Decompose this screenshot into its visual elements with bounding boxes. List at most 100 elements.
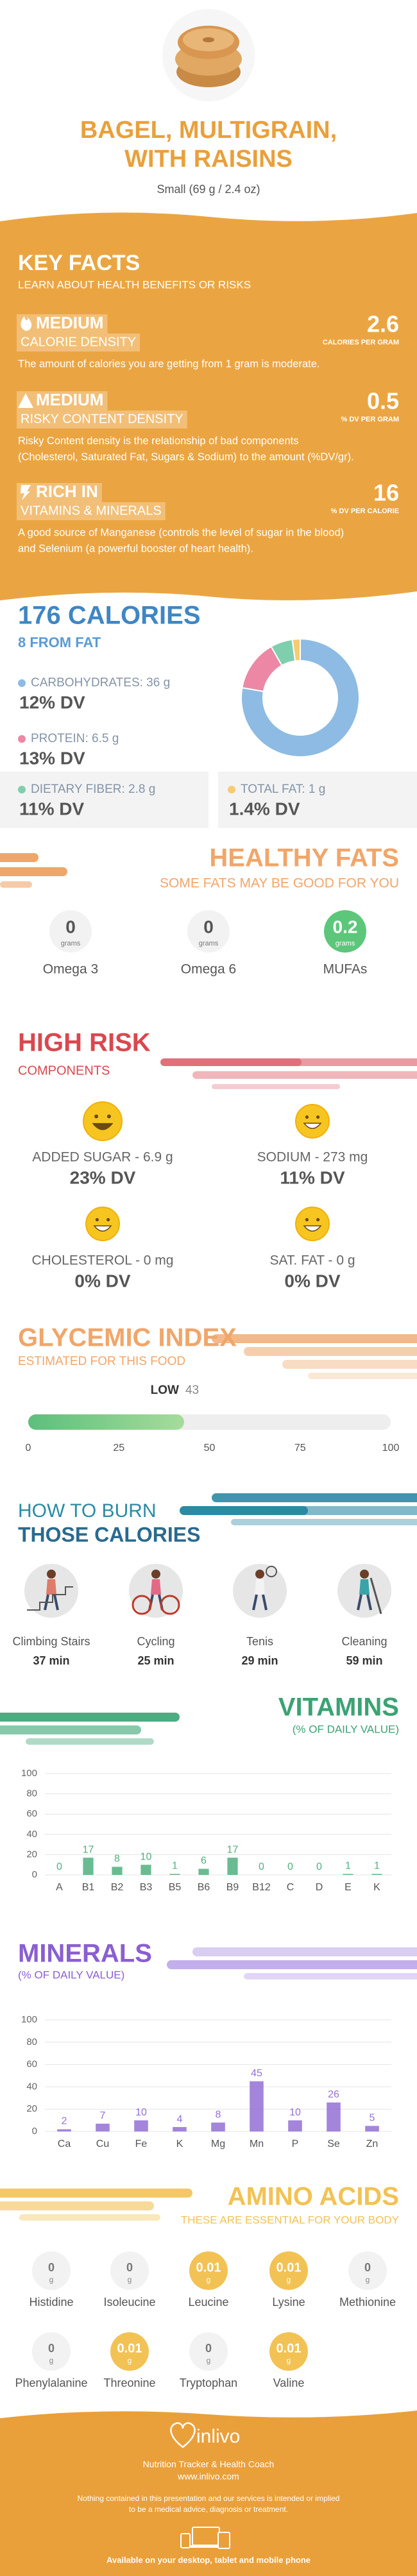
value-label: 8 <box>114 1854 120 1865</box>
decoration <box>17 334 140 352</box>
amino-unit: g <box>49 2275 54 2284</box>
value-label: 10 <box>289 2107 301 2118</box>
fat-value: 0 <box>65 917 76 936</box>
bar <box>343 1874 353 1875</box>
x-tick-label: C <box>287 1882 294 1893</box>
y-tick-label: 40 <box>26 1829 37 1840</box>
y-tick-label: 80 <box>26 1788 37 1799</box>
decoration <box>21 485 31 500</box>
decoration <box>0 853 38 862</box>
decoration <box>0 867 67 876</box>
activity-name: Climbing Stairs <box>12 1635 90 1648</box>
decoration <box>316 1217 320 1222</box>
bar <box>250 2081 264 2131</box>
amino-value: 0 <box>48 2342 55 2355</box>
section-subtitle: SOME FATS MAY BE GOOD FOR YOU <box>160 876 399 891</box>
fat-unit: grams <box>336 940 355 947</box>
risk-dv: 0% DV <box>74 1271 130 1291</box>
decoration <box>212 1493 417 1502</box>
brand: inlivo <box>196 2426 240 2447</box>
amino-value: 0 <box>126 2261 133 2274</box>
amino-circle <box>32 2332 71 2371</box>
x-tick-label: 100 <box>382 1443 400 1453</box>
decoration <box>92 1123 114 1130</box>
decoration <box>132 1595 152 1615</box>
legend-dot <box>18 679 26 687</box>
amino-unit: g <box>287 2356 291 2365</box>
decoration <box>266 1566 277 1577</box>
risk-dv: 23% DV <box>70 1167 136 1187</box>
risk-label: SAT. FAT - 0 g <box>269 1253 355 1268</box>
decoration <box>83 1101 123 1141</box>
y-tick-label: 20 <box>26 1849 37 1860</box>
decoration <box>359 1579 370 1595</box>
amino-value: 0 <box>205 2342 212 2355</box>
fact-level: RICH IN <box>36 482 98 501</box>
value-label: 17 <box>227 1844 239 1855</box>
fact-unit: CALORIES PER GRAM <box>323 339 399 346</box>
donut-segment <box>241 638 360 758</box>
section-subtitle: ESTIMATED FOR THIS FOOD <box>18 1355 185 1368</box>
decoration <box>255 1579 265 1595</box>
decoration <box>357 1594 372 1611</box>
bar <box>83 1858 94 1875</box>
bar <box>96 2123 110 2131</box>
decoration <box>17 314 108 334</box>
bar <box>112 1867 123 1875</box>
decoration <box>0 1713 180 1722</box>
decoration <box>46 1579 56 1595</box>
decoration <box>106 1217 110 1222</box>
section-subtitle: THESE ARE ESSENTIAL FOR YOUR BODY <box>181 2214 399 2226</box>
amino-unit: g <box>128 2356 132 2365</box>
disclaimer: Nothing contained in this presentation a… <box>78 2494 340 2503</box>
y-tick-label: 20 <box>26 2103 37 2114</box>
decoration <box>192 1071 417 1079</box>
decoration <box>21 316 32 331</box>
risk-label: ADDED SUGAR - 6.9 g <box>32 1150 173 1165</box>
fat-unit: grams <box>199 940 219 947</box>
fact-description: Risky Content density is the relationshi… <box>18 435 299 446</box>
amino-circle <box>110 2332 149 2371</box>
title: BAGEL, MULTIGRAIN, <box>80 117 337 144</box>
y-tick-label: 100 <box>21 2014 37 2025</box>
donut-segment <box>291 638 301 662</box>
bar <box>211 2123 225 2131</box>
fat-unit: grams <box>61 940 81 947</box>
x-tick-label: B5 <box>169 1882 182 1893</box>
activity-name: Cycling <box>137 1635 174 1648</box>
section-subtitle: (% OF DAILY VALUE) <box>293 1723 399 1735</box>
amino-unit: g <box>287 2275 291 2284</box>
x-tick-label: K <box>176 2139 183 2149</box>
amino-circle <box>189 2332 228 2371</box>
decoration <box>231 1519 417 1525</box>
amino-name: Tryptophan <box>180 2377 237 2389</box>
decoration <box>295 1207 330 1241</box>
x-tick-label: B6 <box>198 1882 210 1893</box>
section-title: HIGH RISK <box>18 1029 151 1057</box>
fat-circle <box>324 910 366 953</box>
decoration <box>180 2533 191 2548</box>
decoration <box>308 1373 417 1379</box>
fact-unit: % DV PER CALORIE <box>331 507 399 515</box>
availability: Available on your desktop, tablet and mo… <box>106 2555 311 2564</box>
x-tick-label: 50 <box>204 1443 216 1453</box>
gi-value: 43 <box>185 1384 199 1397</box>
nutrient-dv: 1.4% DV <box>229 799 300 818</box>
decoration <box>26 1738 154 1745</box>
value-label: 0 <box>316 1861 322 1872</box>
y-tick-label: 100 <box>21 1768 37 1779</box>
decoration <box>151 1570 160 1579</box>
amino-name: Threonine <box>103 2377 155 2389</box>
fact-name: CALORIE DENSITY <box>21 335 136 349</box>
section-title: HOW TO BURN <box>18 1500 157 1521</box>
bar <box>169 1874 180 1875</box>
decoration <box>95 1217 99 1222</box>
decoration <box>0 2189 192 2198</box>
legend-dot <box>18 786 26 793</box>
nutrient-dv: 13% DV <box>19 748 85 768</box>
decoration <box>151 1579 161 1595</box>
serving-size: Small (69 g / 2.4 oz) <box>157 183 260 196</box>
decoration <box>18 393 33 408</box>
x-tick-label: Zn <box>366 2139 379 2149</box>
amino-name: Valine <box>273 2377 305 2389</box>
